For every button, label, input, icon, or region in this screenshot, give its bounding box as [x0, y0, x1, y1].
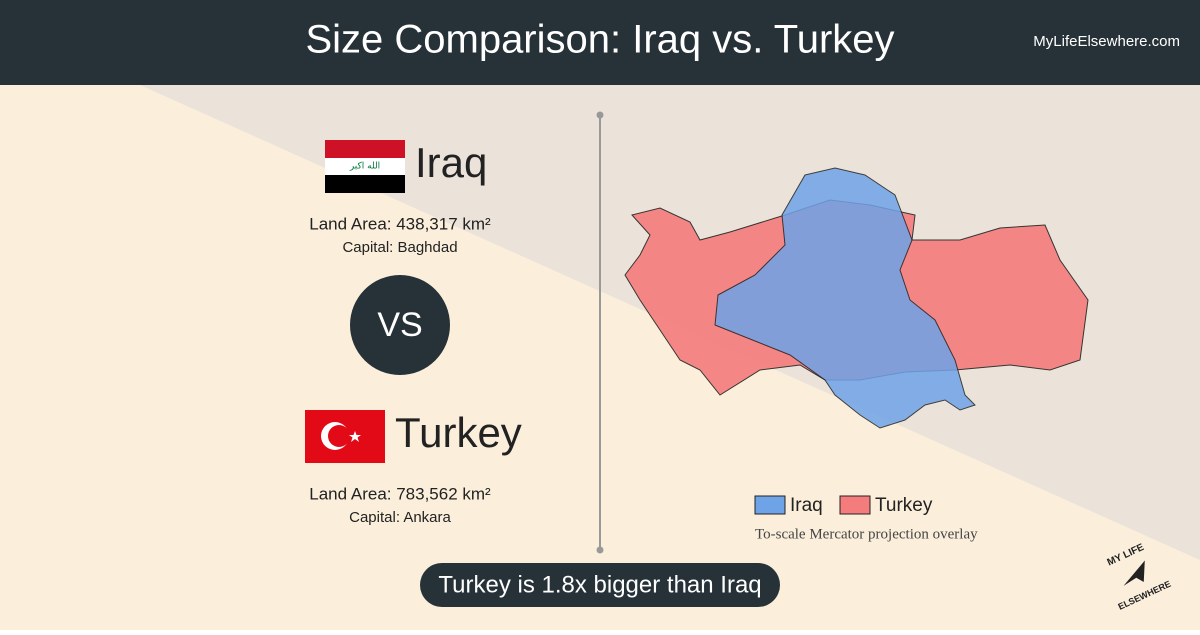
- summary-pill: [420, 563, 780, 607]
- legend-label: Iraq: [790, 495, 823, 516]
- country-name: Iraq: [415, 139, 487, 186]
- divider-end: [596, 546, 604, 554]
- iraq-flag: الله اكبر: [325, 140, 405, 193]
- summary: Turkey is 1.8x bigger than Iraq: [438, 571, 761, 598]
- title: Size Comparison: Iraq vs. Turkey: [305, 18, 894, 62]
- iraq-map: [714, 167, 976, 429]
- land-area: Land Area: 438,317 km²: [309, 214, 491, 233]
- header-bar: [0, 0, 1200, 85]
- site-name: MyLifeElsewhere.com: [1033, 33, 1180, 50]
- legend-swatch: [839, 495, 871, 515]
- capital: Capital: Baghdad: [342, 239, 457, 256]
- land-area: Land Area: 783,562 km²: [309, 484, 491, 503]
- turkey-flag: [305, 410, 385, 463]
- capital: Capital: Ankara: [349, 509, 451, 526]
- map-note: To-scale Mercator projection overlay: [755, 526, 978, 542]
- vs-circle: [350, 275, 450, 375]
- divider-end: [596, 111, 604, 119]
- legend-swatch: [754, 495, 786, 515]
- vs-text: VS: [377, 306, 422, 344]
- legend-label: Turkey: [875, 495, 933, 516]
- flag-text: الله اكبر: [349, 162, 380, 172]
- country-name: Turkey: [395, 409, 522, 456]
